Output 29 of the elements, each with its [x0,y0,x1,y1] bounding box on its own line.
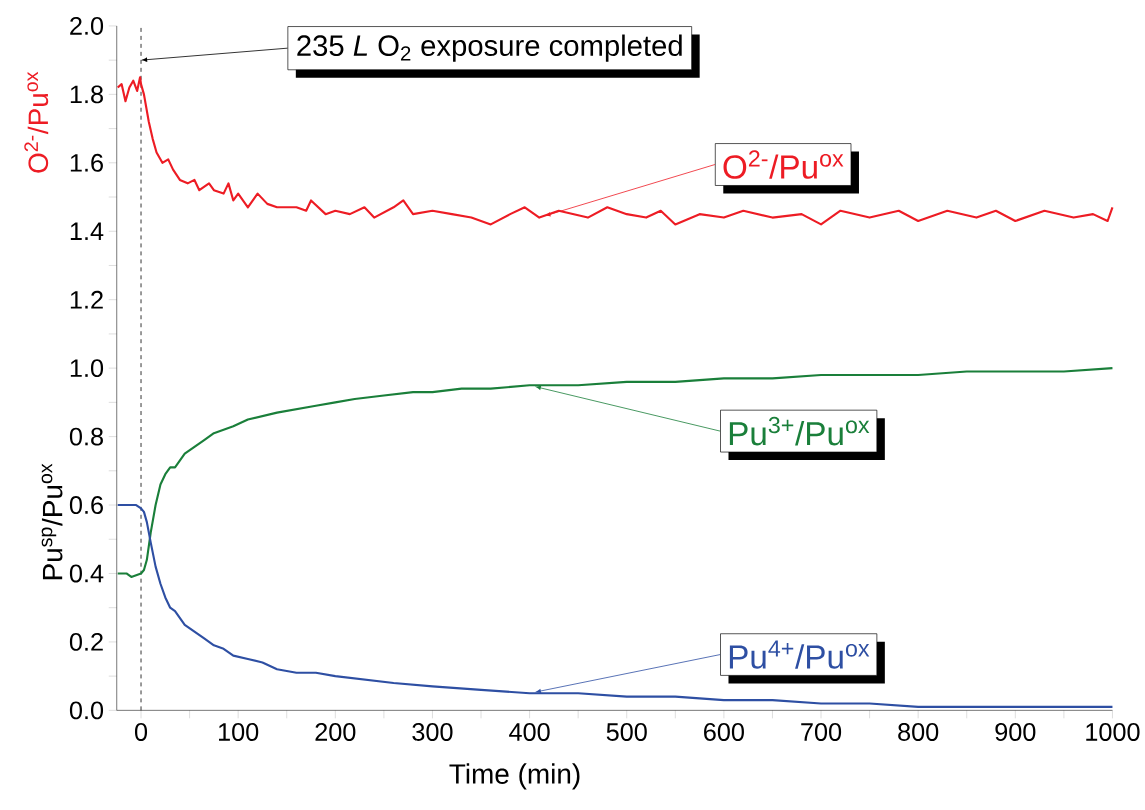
y-tick-label: 1.2 [70,290,103,309]
series-label: Pu$^{3+}$/Pu$^{ox}$ [729,416,870,446]
x-tick-label: 100 [219,722,259,741]
x-axis-title: Time (min) [449,763,580,790]
annotation: 235 L O$_{2}$ exposure completed [297,34,682,62]
y-tick-label: 1.8 [70,85,103,104]
y-tick-label: 0.8 [69,427,103,446]
x-tick-label: 600 [704,722,744,741]
y-tick-label: 0.0 [69,701,104,720]
x-tick-label: 0 [134,722,148,741]
x-tick-label: 900 [995,722,1036,741]
x-tick-label: 200 [315,722,356,741]
x-tick-label: 700 [801,722,842,741]
y-tick-label: 2.0 [70,16,104,35]
x-tick-label: 500 [606,722,647,741]
x-tick-label: 800 [898,722,939,741]
y-tick-label: 0.2 [69,632,103,651]
y-axis-title: Pu$^{sp}$/Pu$^{ox}$ [41,463,63,580]
y-tick-label: 1.6 [70,153,103,172]
x-tick-label: 300 [412,722,453,741]
y-tick-label: 1.0 [70,359,104,378]
x-tick-label: 1000 [1086,722,1140,741]
y-tick-label: 0.6 [69,496,103,514]
series-label: O$^{2-}$/Pu$^{ox}$ [723,150,844,179]
y-tick-label: 1.4 [70,222,104,240]
x-tick-label: 400 [509,722,550,741]
text: O$^{2-}$/Pu$^{ox}$ [24,71,49,173]
series-label: Pu$^{4+}$/Pu$^{ox}$ [729,640,870,669]
y-tick-label: 0.4 [69,564,104,583]
